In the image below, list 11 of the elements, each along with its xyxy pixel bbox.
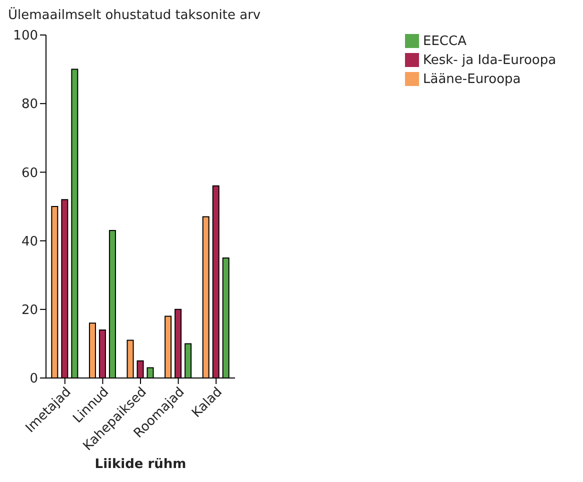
y-tick-label: 100 <box>13 28 38 44</box>
legend-label: Lääne-Euroopa <box>423 72 521 87</box>
legend-label: Kesk- ja Ida-Euroopa <box>423 53 556 68</box>
y-tick-label: 0 <box>30 372 38 387</box>
x-axis-title: Liikide rühm <box>94 457 186 472</box>
legend-label: EECCA <box>423 34 466 49</box>
y-tick-label: 20 <box>21 303 38 318</box>
y-tick-label: 80 <box>21 97 38 112</box>
y-axis-title: Ülemaailmselt ohustatud taksonite arv <box>8 8 261 23</box>
y-tick-label: 40 <box>21 234 38 250</box>
y-tick-label: 60 <box>21 166 38 181</box>
